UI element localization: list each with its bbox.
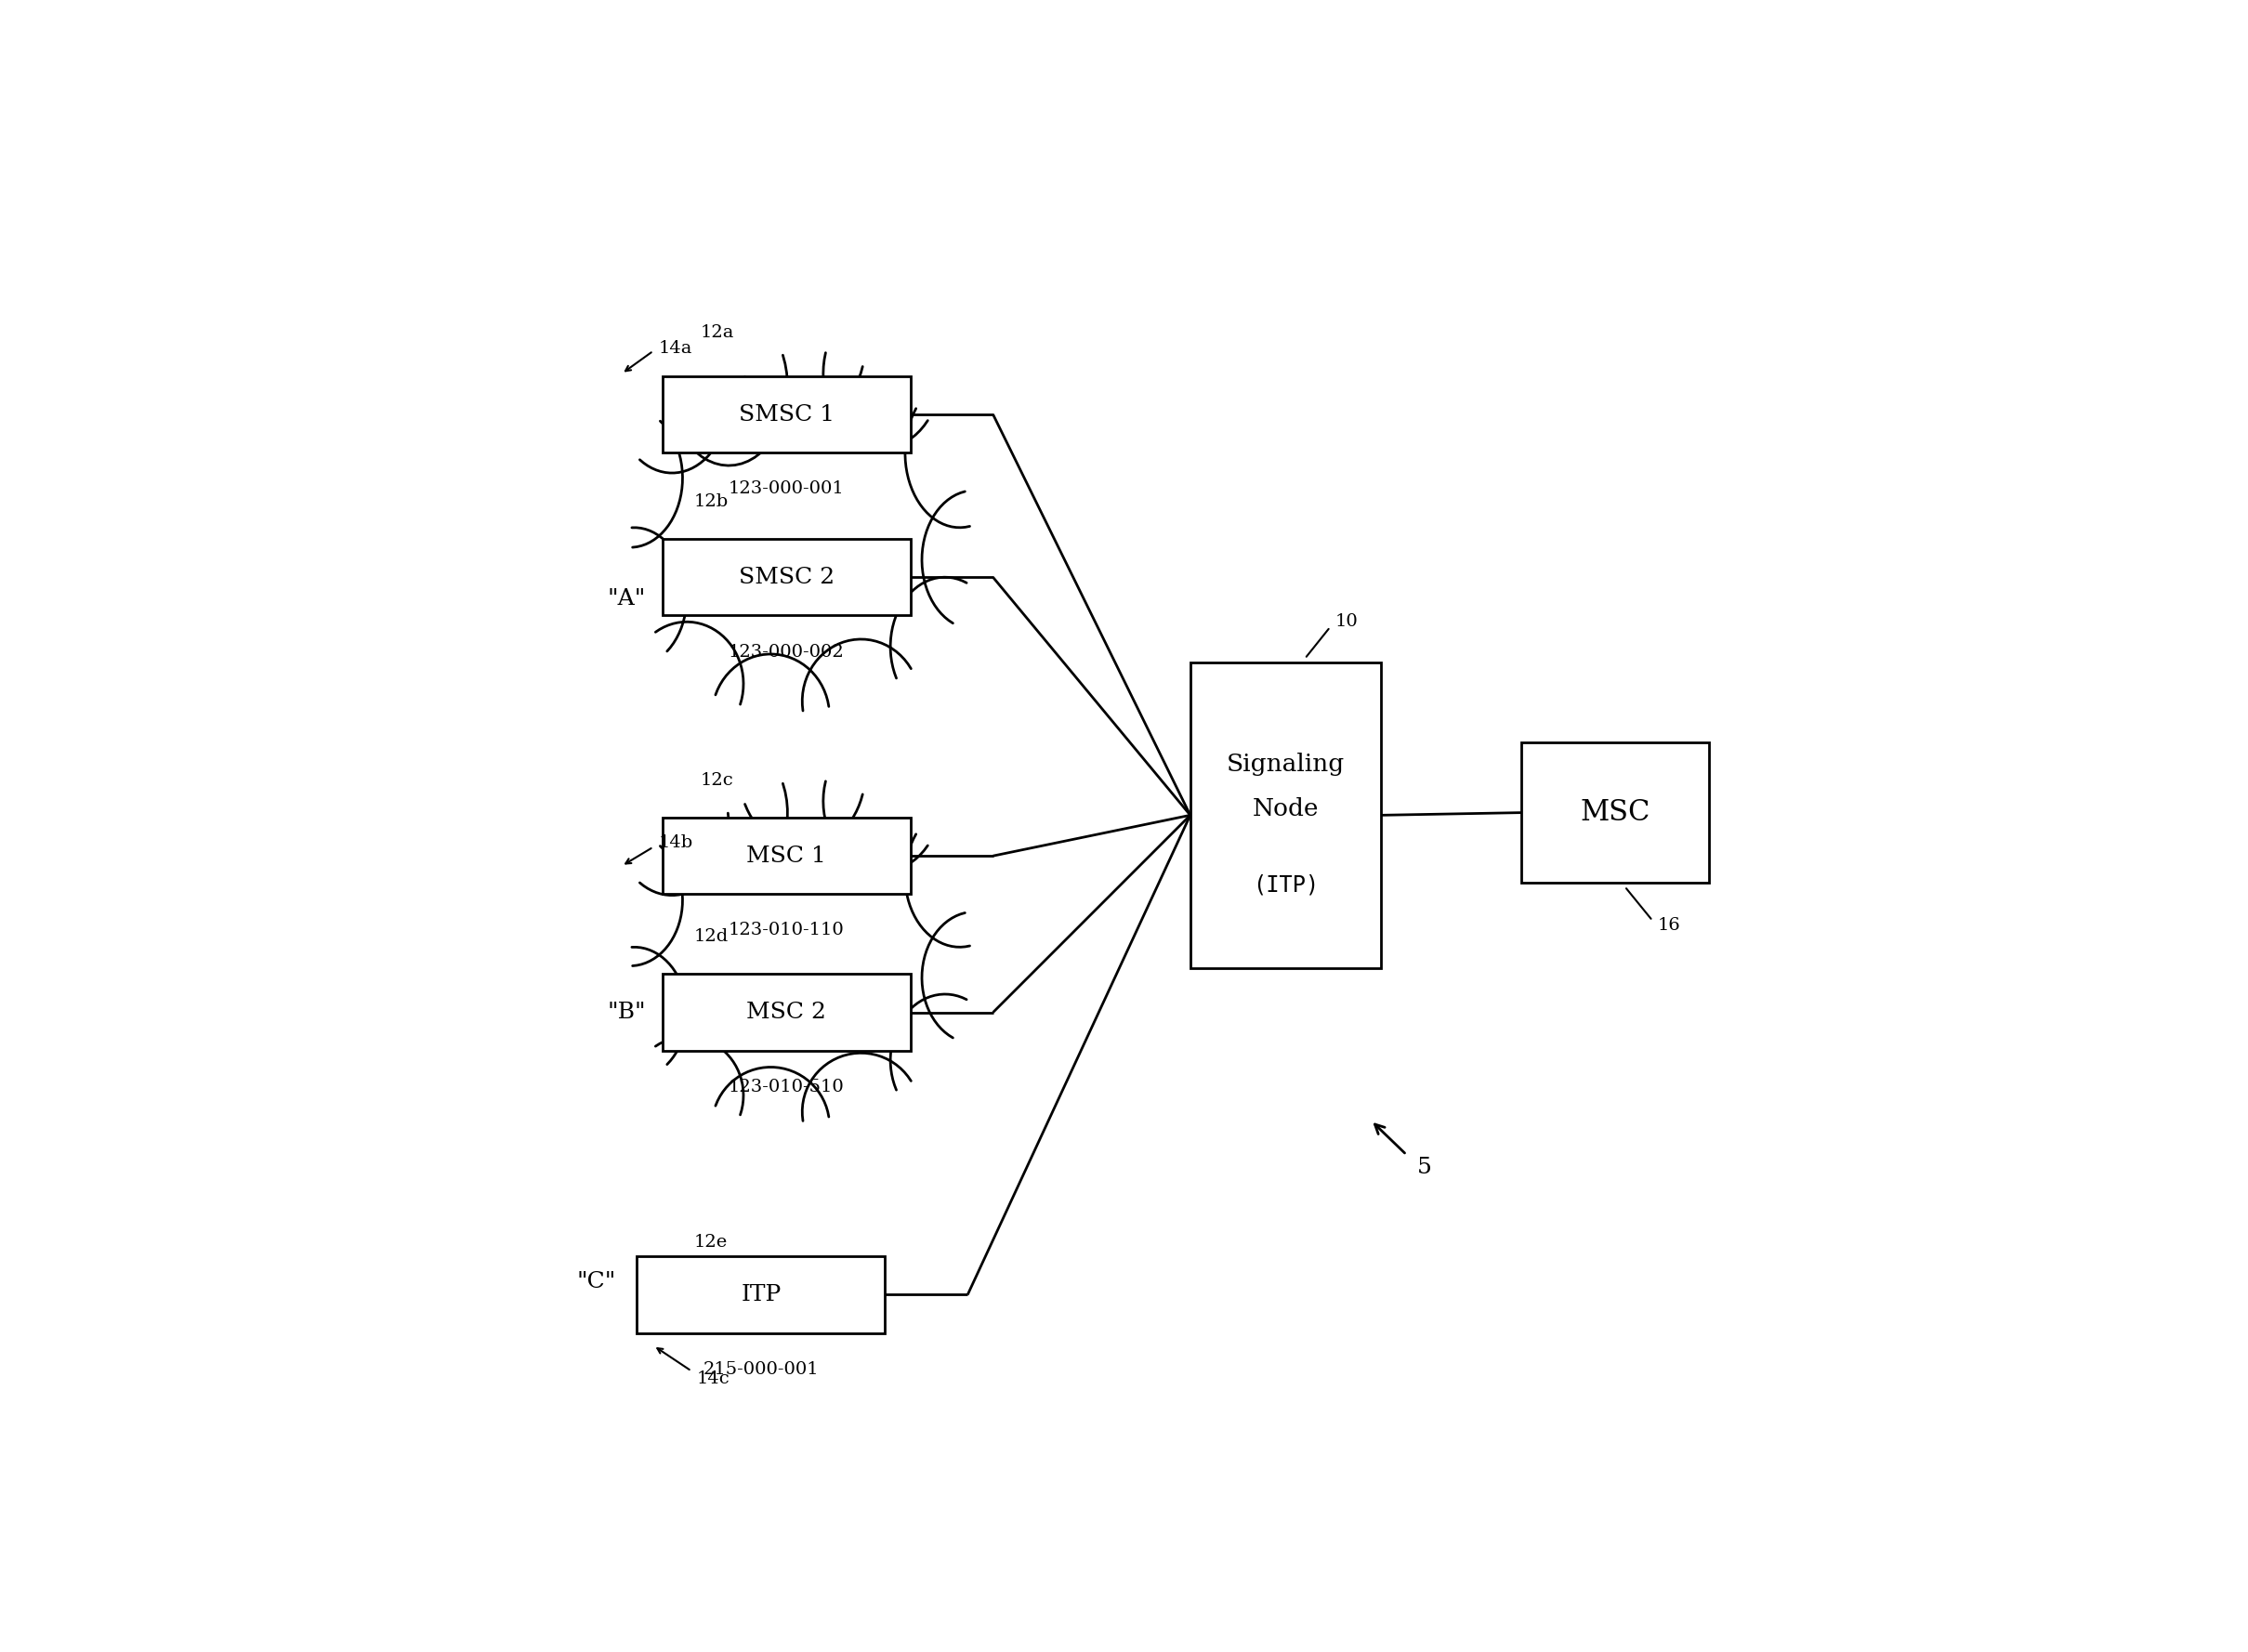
Ellipse shape xyxy=(629,621,744,745)
Ellipse shape xyxy=(922,491,1027,629)
Bar xyxy=(663,818,910,894)
Text: 12e: 12e xyxy=(695,1234,728,1251)
Ellipse shape xyxy=(629,1036,744,1155)
Ellipse shape xyxy=(823,299,940,448)
Text: 12c: 12c xyxy=(701,771,733,788)
Ellipse shape xyxy=(823,730,940,872)
Ellipse shape xyxy=(890,577,1000,715)
Text: MSC 1: MSC 1 xyxy=(746,846,827,867)
Text: 12b: 12b xyxy=(695,494,728,510)
Ellipse shape xyxy=(713,654,830,778)
Ellipse shape xyxy=(922,912,1027,1044)
Bar xyxy=(1189,662,1380,968)
Text: 12a: 12a xyxy=(701,324,735,340)
Text: 12d: 12d xyxy=(695,928,728,945)
Ellipse shape xyxy=(713,1067,830,1184)
Ellipse shape xyxy=(670,307,787,466)
Text: 215-000-001: 215-000-001 xyxy=(704,1361,818,1378)
Text: 10: 10 xyxy=(1335,613,1358,629)
Ellipse shape xyxy=(582,527,686,666)
Ellipse shape xyxy=(609,735,996,1150)
Bar xyxy=(663,975,910,1051)
Bar xyxy=(663,377,910,453)
Ellipse shape xyxy=(609,304,996,740)
Text: 123-010-110: 123-010-110 xyxy=(728,922,845,938)
Text: "B": "B" xyxy=(607,1001,645,1023)
Text: (ITP): (ITP) xyxy=(1252,874,1320,897)
Ellipse shape xyxy=(578,408,683,547)
Ellipse shape xyxy=(803,1052,919,1171)
Ellipse shape xyxy=(582,947,686,1079)
Text: SMSC 1: SMSC 1 xyxy=(737,403,834,425)
Text: "C": "C" xyxy=(578,1272,616,1294)
Text: 123-010-510: 123-010-510 xyxy=(728,1079,845,1095)
Text: 123-000-001: 123-000-001 xyxy=(728,481,845,497)
Ellipse shape xyxy=(890,995,1000,1127)
Text: 14b: 14b xyxy=(659,834,692,851)
Text: Signaling: Signaling xyxy=(1227,753,1344,776)
Text: ITP: ITP xyxy=(742,1284,780,1305)
Text: "A": "A" xyxy=(607,588,645,610)
Text: MSC 2: MSC 2 xyxy=(746,1001,827,1023)
Ellipse shape xyxy=(803,639,919,763)
Bar xyxy=(663,539,910,616)
Ellipse shape xyxy=(616,324,728,472)
Ellipse shape xyxy=(740,697,865,847)
Ellipse shape xyxy=(906,806,1014,947)
Text: 14c: 14c xyxy=(697,1370,731,1388)
Ellipse shape xyxy=(740,264,865,423)
Ellipse shape xyxy=(578,834,683,966)
Text: 5: 5 xyxy=(1416,1156,1432,1178)
Text: Node: Node xyxy=(1252,798,1320,821)
Text: 14a: 14a xyxy=(659,340,692,357)
Ellipse shape xyxy=(906,378,1014,527)
Text: 123-000-002: 123-000-002 xyxy=(728,643,845,661)
Bar xyxy=(1522,743,1708,882)
Ellipse shape xyxy=(616,753,728,895)
Text: 16: 16 xyxy=(1657,917,1682,935)
Text: SMSC 2: SMSC 2 xyxy=(737,567,834,588)
Bar xyxy=(636,1257,886,1333)
Text: MSC: MSC xyxy=(1580,798,1650,828)
Ellipse shape xyxy=(670,738,787,889)
